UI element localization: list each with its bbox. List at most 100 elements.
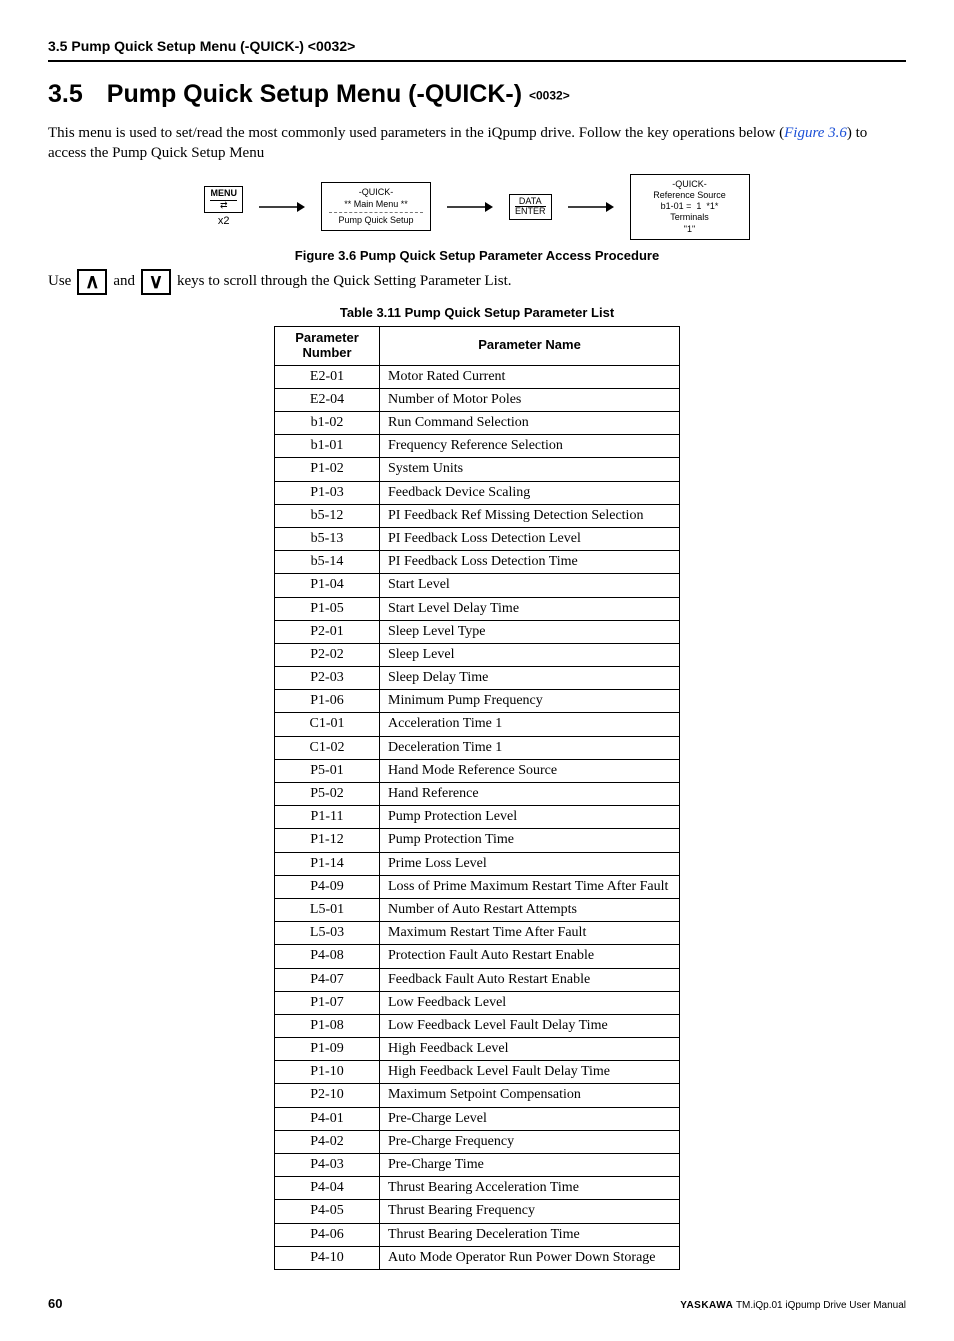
table-row: P4-01Pre-Charge Level [275,1107,680,1130]
param-name-cell: Pump Protection Time [380,829,680,852]
figure-ref-link[interactable]: Figure 3.6 [784,125,847,141]
param-number-cell: P5-02 [275,783,380,806]
table-header-number: ParameterNumber [275,326,380,365]
intro-text-pre: This menu is used to set/read the most c… [48,125,784,141]
box1-line2: ** Main Menu ** [329,199,423,210]
param-number-cell: P4-09 [275,875,380,898]
table-row: P2-02Sleep Level [275,643,680,666]
param-number-cell: b1-01 [275,435,380,458]
table-row: P4-05Thrust Bearing Frequency [275,1200,680,1223]
param-name-cell: Number of Motor Poles [380,388,680,411]
table-row: E2-01Motor Rated Current [275,365,680,388]
param-name-cell: Start Level [380,574,680,597]
param-number-cell: P1-08 [275,1014,380,1037]
arrow-icon [447,200,493,214]
param-name-cell: High Feedback Level Fault Delay Time [380,1061,680,1084]
param-name-cell: Frequency Reference Selection [380,435,680,458]
page-footer: 60 YASKAWA TM.iQp.01 iQpump Drive User M… [48,1296,906,1311]
param-name-cell: Pre-Charge Level [380,1107,680,1130]
param-number-cell: P2-01 [275,620,380,643]
section-number: 3.5 [48,80,83,109]
param-number-cell: L5-03 [275,922,380,945]
main-menu-box: -QUICK- ** Main Menu ** Pump Quick Setup [321,182,431,231]
section-text: Pump Quick Setup Menu (-QUICK-) [107,80,522,108]
table-row: b1-01Frequency Reference Selection [275,435,680,458]
table-row: b5-13PI Feedback Loss Detection Level [275,527,680,550]
param-number-cell: P1-05 [275,597,380,620]
table-row: P2-01Sleep Level Type [275,620,680,643]
param-number-cell: P4-04 [275,1177,380,1200]
param-name-cell: Pre-Charge Time [380,1154,680,1177]
table-row: P1-05Start Level Delay Time [275,597,680,620]
table-row: L5-03Maximum Restart Time After Fault [275,922,680,945]
table-row: P1-03Feedback Device Scaling [275,481,680,504]
table-row: P4-04Thrust Bearing Acceleration Time [275,1177,680,1200]
box2-line4: Terminals [638,212,742,223]
page-number: 60 [48,1296,62,1311]
table-row: P4-03Pre-Charge Time [275,1154,680,1177]
box2-line3: b1-01 = 1 *1* [638,201,742,212]
param-name-cell: Acceleration Time 1 [380,713,680,736]
param-number-cell: P4-01 [275,1107,380,1130]
param-name-cell: Maximum Setpoint Compensation [380,1084,680,1107]
table-row: P1-12Pump Protection Time [275,829,680,852]
param-number-cell: P4-08 [275,945,380,968]
param-name-cell: High Feedback Level [380,1038,680,1061]
param-name-cell: Number of Auto Restart Attempts [380,898,680,921]
param-number-cell: P2-03 [275,667,380,690]
table-row: P2-03Sleep Delay Time [275,667,680,690]
param-number-cell: P1-12 [275,829,380,852]
param-number-cell: P1-04 [275,574,380,597]
manual-ref: YASKAWA TM.iQp.01 iQpump Drive User Manu… [680,1300,906,1311]
table-row: P1-08Low Feedback Level Fault Delay Time [275,1014,680,1037]
scroll-post: keys to scroll through the Quick Setting… [177,273,512,290]
table-row: P5-01Hand Mode Reference Source [275,759,680,782]
param-name-cell: Hand Reference [380,783,680,806]
table-row: P5-02Hand Reference [275,783,680,806]
param-number-cell: C1-02 [275,736,380,759]
param-number-cell: L5-01 [275,898,380,921]
intro-paragraph: This menu is used to set/read the most c… [48,123,906,164]
table-row: L5-01Number of Auto Restart Attempts [275,898,680,921]
param-number-cell: P1-02 [275,458,380,481]
param-number-cell: b1-02 [275,412,380,435]
table-row: P4-10Auto Mode Operator Run Power Down S… [275,1246,680,1269]
table-row: P4-08Protection Fault Auto Restart Enabl… [275,945,680,968]
param-name-cell: PI Feedback Ref Missing Detection Select… [380,504,680,527]
param-number-cell: P2-10 [275,1084,380,1107]
param-number-cell: P1-11 [275,806,380,829]
data-enter-key-icon: DATA ENTER [509,194,552,220]
param-name-cell: Pump Protection Level [380,806,680,829]
menu-key-arrows: ⇄ [210,201,237,210]
section-title: 3.5Pump Quick Setup Menu (-QUICK-) <0032… [48,80,906,109]
param-name-cell: Run Command Selection [380,412,680,435]
table-row: b1-02Run Command Selection [275,412,680,435]
param-name-cell: Maximum Restart Time After Fault [380,922,680,945]
figure-caption: Figure 3.6 Pump Quick Setup Parameter Ac… [48,248,906,263]
param-name-cell: Low Feedback Level [380,991,680,1014]
menu-key-block: MENU ⇄ x2 [204,186,243,227]
param-name-cell: Sleep Delay Time [380,667,680,690]
param-name-cell: Loss of Prime Maximum Restart Time After… [380,875,680,898]
param-name-cell: Thrust Bearing Frequency [380,1200,680,1223]
scroll-pre: Use [48,273,71,290]
table-row: E2-04Number of Motor Poles [275,388,680,411]
table-caption: Table 3.11 Pump Quick Setup Parameter Li… [48,305,906,320]
table-row: P2-10Maximum Setpoint Compensation [275,1084,680,1107]
param-number-cell: E2-04 [275,388,380,411]
arrow-icon [568,200,614,214]
table-row: P1-06Minimum Pump Frequency [275,690,680,713]
menu-key-sub: x2 [218,215,230,227]
arrow-icon [259,200,305,214]
box2-line2: Reference Source [638,190,742,201]
box1-line1: -QUICK- [329,187,423,198]
param-name-cell: Deceleration Time 1 [380,736,680,759]
up-key-icon: ∧ [77,269,107,295]
down-key-icon: ∨ [141,269,171,295]
table-row: C1-02Deceleration Time 1 [275,736,680,759]
param-number-cell: P4-10 [275,1246,380,1269]
param-name-cell: Feedback Device Scaling [380,481,680,504]
table-row: P1-14Prime Loss Level [275,852,680,875]
table-row: b5-12PI Feedback Ref Missing Detection S… [275,504,680,527]
table-row: b5-14PI Feedback Loss Detection Time [275,551,680,574]
